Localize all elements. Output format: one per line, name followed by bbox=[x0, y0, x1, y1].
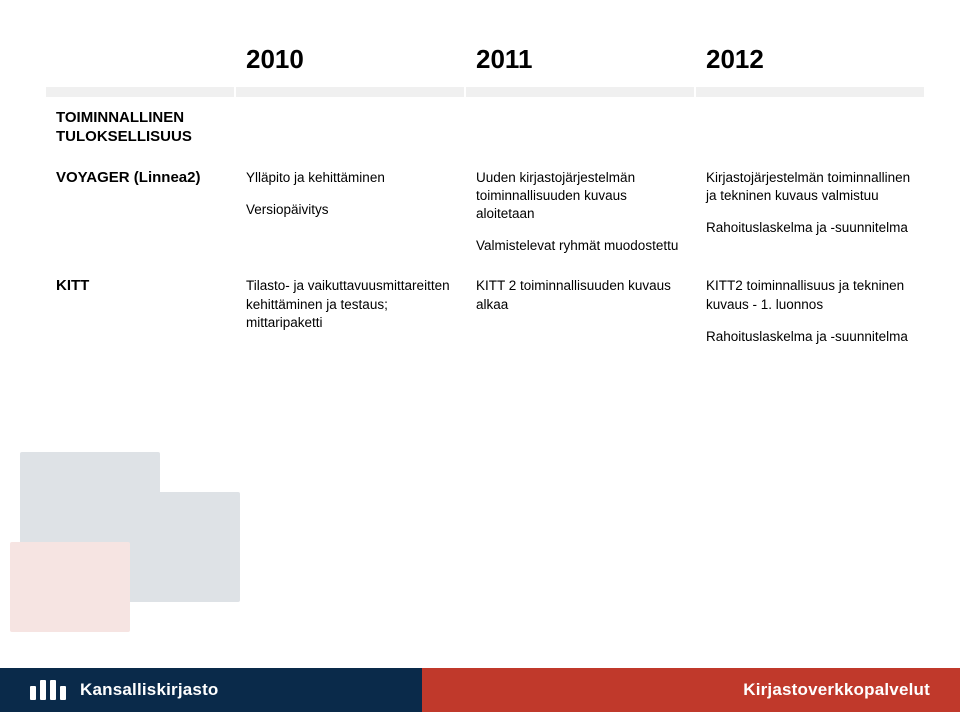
cell-text: Kirjastojärjestelmän toiminnallinen ja t… bbox=[706, 169, 912, 205]
slide: 2010 2011 2012 TOIMINNALLINEN TULOKSELLI… bbox=[0, 0, 960, 712]
footer-right: Kirjastoverkkopalvelut bbox=[422, 668, 960, 712]
cell-text: Uuden kirjastojärjestelmän toiminnallisu… bbox=[476, 169, 682, 224]
footer-left-text: Kansalliskirjasto bbox=[80, 680, 219, 700]
logo-pillar-icon bbox=[30, 680, 66, 700]
cell-voyager-2010: Ylläpito ja kehittäminen Versiopäivitys bbox=[235, 158, 465, 267]
footer: Kansalliskirjasto Kirjastoverkkopalvelut bbox=[0, 668, 960, 712]
cell-voyager-2011: Uuden kirjastojärjestelmän toiminnallisu… bbox=[465, 158, 695, 267]
section-spacer-row bbox=[45, 86, 925, 98]
decor-svg bbox=[0, 432, 260, 642]
cell-kitt-2010: Tilasto- ja vaikuttavuusmittareitten keh… bbox=[235, 266, 465, 357]
cell-text: Rahoituslaskelma ja -suunnitelma bbox=[706, 328, 912, 346]
cell-text: Versiopäivitys bbox=[246, 201, 452, 219]
cell-text: Tilasto- ja vaikuttavuusmittareitten keh… bbox=[246, 277, 452, 332]
background-decor bbox=[0, 432, 260, 642]
header-year-2012: 2012 bbox=[695, 37, 925, 86]
row-label-kitt: KITT bbox=[45, 266, 235, 357]
plan-table: 2010 2011 2012 TOIMINNALLINEN TULOKSELLI… bbox=[44, 36, 926, 358]
table-container: 2010 2011 2012 TOIMINNALLINEN TULOKSELLI… bbox=[44, 36, 924, 358]
header-blank bbox=[45, 37, 235, 86]
section-title: TOIMINNALLINEN TULOKSELLISUUS bbox=[45, 98, 235, 158]
cell-text: KITT2 toiminnallisuus ja tekninen kuvaus… bbox=[706, 277, 912, 313]
cell-kitt-2012: KITT2 toiminnallisuus ja tekninen kuvaus… bbox=[695, 266, 925, 357]
row-label-voyager: VOYAGER (Linnea2) bbox=[45, 158, 235, 267]
cell-voyager-2012: Kirjastojärjestelmän toiminnallinen ja t… bbox=[695, 158, 925, 267]
table-row: KITT Tilasto- ja vaikuttavuusmittareitte… bbox=[45, 266, 925, 357]
header-year-2011: 2011 bbox=[465, 37, 695, 86]
table-header-row: 2010 2011 2012 bbox=[45, 37, 925, 86]
table-row: VOYAGER (Linnea2) Ylläpito ja kehittämin… bbox=[45, 158, 925, 267]
section-title-row: TOIMINNALLINEN TULOKSELLISUUS bbox=[45, 98, 925, 158]
cell-text: Valmistelevat ryhmät muodostettu bbox=[476, 237, 682, 255]
cell-text: KITT 2 toiminnallisuuden kuvaus alkaa bbox=[476, 277, 682, 313]
footer-left: Kansalliskirjasto bbox=[0, 668, 422, 712]
cell-text: Ylläpito ja kehittäminen bbox=[246, 169, 452, 187]
cell-kitt-2011: KITT 2 toiminnallisuuden kuvaus alkaa bbox=[465, 266, 695, 357]
header-year-2010: 2010 bbox=[235, 37, 465, 86]
footer-right-text: Kirjastoverkkopalvelut bbox=[743, 680, 930, 700]
cell-text: Rahoituslaskelma ja -suunnitelma bbox=[706, 219, 912, 237]
